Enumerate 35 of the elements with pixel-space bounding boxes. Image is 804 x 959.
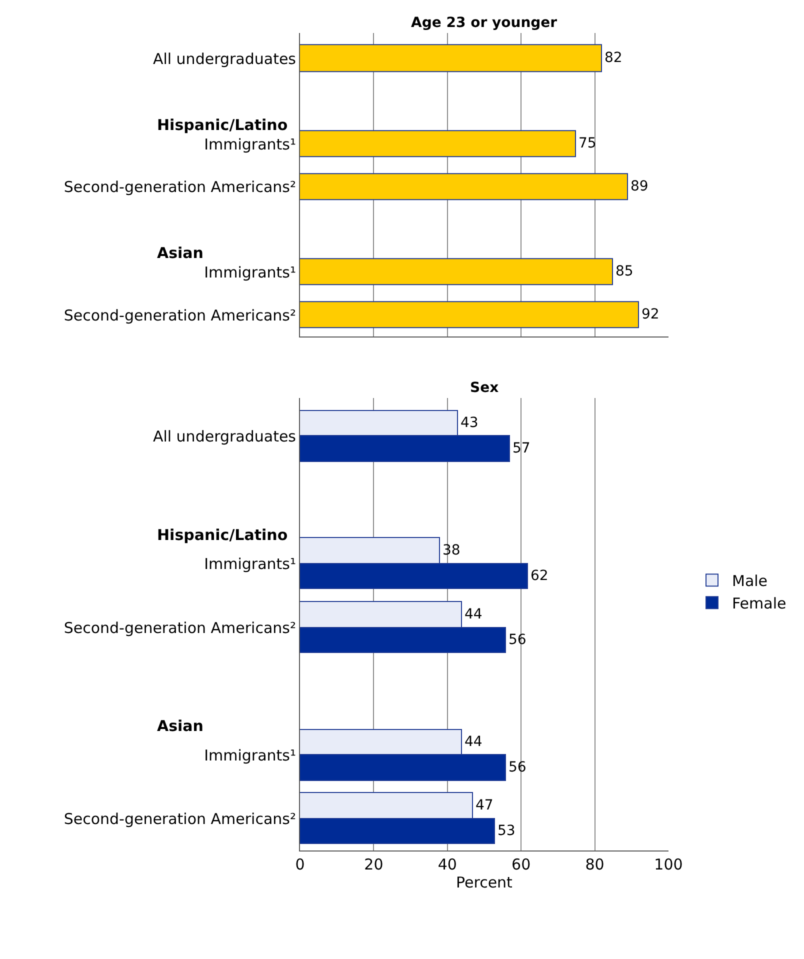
text: Hispanic/Latino [157, 116, 288, 134]
x-tick-label: 60 [512, 856, 531, 874]
chart-title: Age 23 or younger [411, 15, 558, 31]
data-label: 57 [512, 440, 530, 456]
x-tick-label: 80 [585, 856, 604, 874]
legend-label: Male [732, 572, 768, 590]
data-label: 38 [442, 542, 460, 558]
y-tick-label: All undergraduates [152, 427, 296, 446]
x-tick-label: 20 [364, 856, 384, 874]
data-label: 43 [460, 414, 478, 431]
data-label: 44 [464, 734, 482, 750]
data-label: 44 [464, 606, 482, 622]
data-label: 75 [578, 136, 596, 152]
y-tick-label: Second-generation Americans² [64, 810, 296, 828]
data-label: 85 [616, 264, 634, 280]
data-label: 56 [508, 759, 526, 776]
y-tick-label: Immigrants¹ [204, 554, 296, 573]
text: Asian [157, 244, 204, 262]
y-tick-label: Immigrants¹ [204, 746, 296, 764]
x-tick-label: 0 [295, 856, 305, 874]
data-label: 53 [498, 822, 516, 839]
data-label: 62 [530, 568, 548, 584]
text: Asian [157, 717, 204, 735]
legend-label: Female [732, 594, 786, 612]
x-axis-title: Percent [456, 874, 513, 892]
chart-title: Sex [470, 380, 499, 396]
x-tick-label: 100 [654, 856, 683, 874]
data-label: 82 [604, 50, 622, 66]
y-tick-label: Second-generation Americans² [64, 618, 296, 637]
data-label: 92 [642, 306, 660, 323]
data-label: 47 [476, 797, 494, 814]
data-label: 56 [508, 632, 526, 648]
data-label: 89 [630, 178, 648, 195]
text: Hispanic/Latino [157, 526, 288, 544]
x-tick-label: 40 [438, 856, 457, 874]
